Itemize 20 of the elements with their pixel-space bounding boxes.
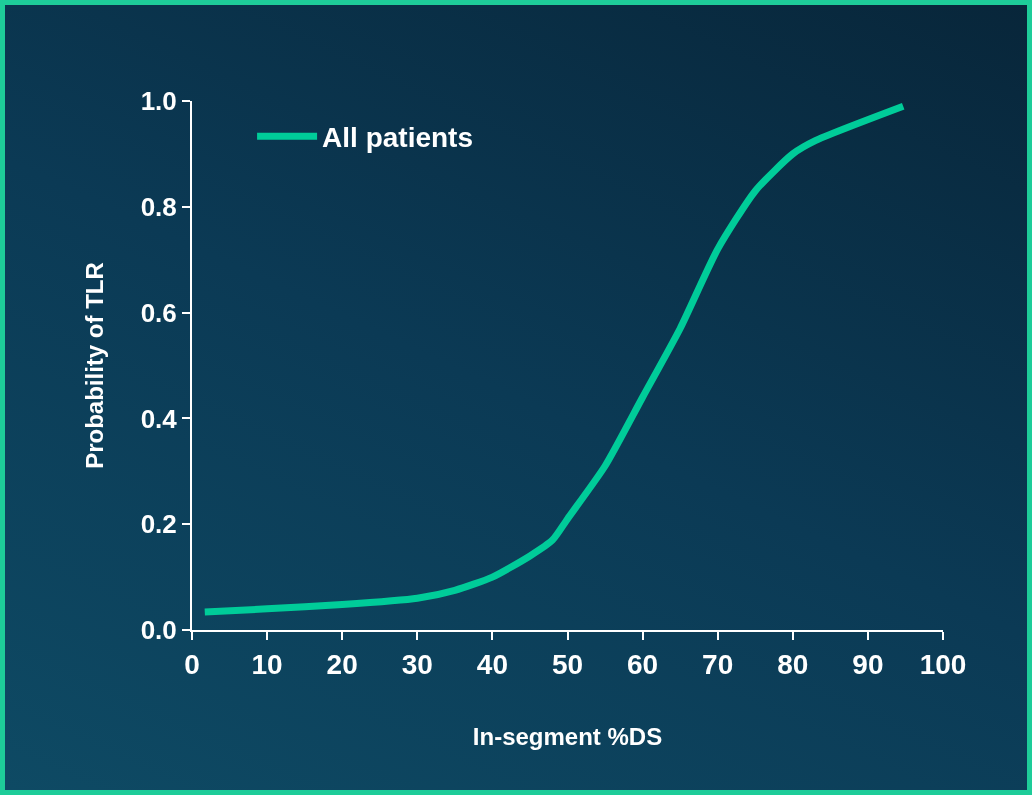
x-tick-label: 60 — [627, 648, 659, 680]
x-tick-label: 90 — [852, 648, 884, 680]
x-tick-label: 80 — [777, 648, 809, 680]
x-tick-label: 0 — [184, 648, 200, 680]
y-axis-title: Probability of TLR — [81, 262, 109, 469]
x-tick-label: 20 — [326, 648, 358, 680]
y-tick-label: 0.4 — [140, 403, 178, 434]
x-tick-label: 70 — [702, 648, 734, 680]
y-tick-label: 0.6 — [140, 297, 177, 328]
x-axis-title: In-segment %DS — [472, 723, 663, 751]
y-tick-label: 1.0 — [140, 86, 177, 117]
x-tick-label: 50 — [551, 648, 584, 680]
x-tick-label: 40 — [476, 648, 508, 680]
y-tick-label: 0.2 — [140, 509, 177, 540]
y-tick-label: 0.8 — [140, 191, 177, 222]
x-tick-label: 30 — [401, 648, 433, 680]
y-tick-label: 0.0 — [140, 615, 177, 646]
x-tick-label: 100 — [919, 648, 967, 680]
legend-label: All patients — [322, 122, 473, 154]
x-tick-label: 10 — [251, 648, 283, 680]
